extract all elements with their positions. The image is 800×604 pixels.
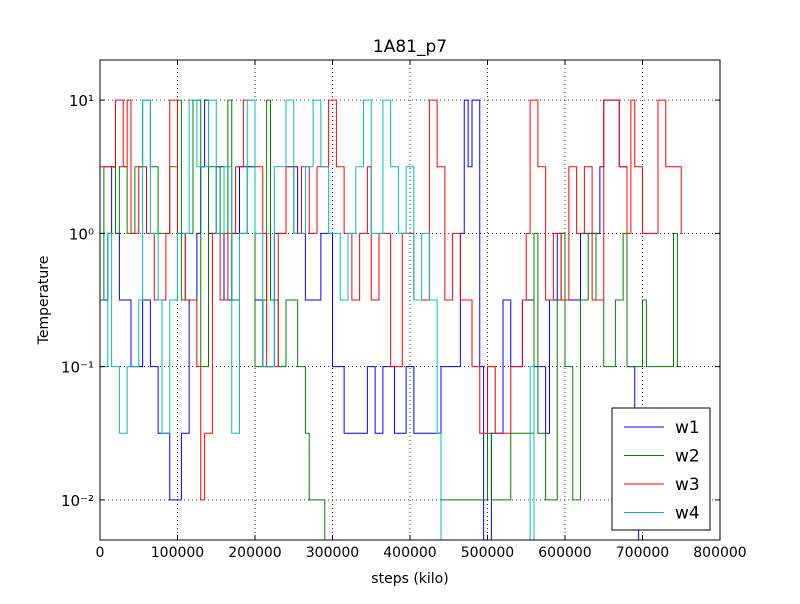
- legend-label: w4: [675, 504, 700, 524]
- y-tick-label: 10¹: [69, 92, 94, 110]
- x-tick-label: 300000: [306, 545, 359, 561]
- x-tick-label: 200000: [228, 545, 281, 561]
- x-tick-label: 400000: [383, 545, 436, 561]
- series-line: [100, 99, 535, 540]
- x-axis-label: steps (kilo): [371, 571, 448, 587]
- y-axis-label: Temperature: [36, 256, 52, 346]
- legend-box: [611, 407, 711, 531]
- legend-label: w3: [675, 475, 700, 495]
- legend-label: w1: [675, 418, 700, 438]
- x-tick-label: 600000: [538, 545, 591, 561]
- x-tick-label: 100000: [151, 545, 204, 561]
- x-tick-label: 500000: [461, 545, 514, 561]
- series-line: [100, 99, 640, 540]
- plot-area: [100, 99, 683, 540]
- legend: w1 w2 w3 w4: [611, 407, 711, 531]
- x-tick-label: 800000: [693, 545, 746, 561]
- x-tick-label: 700000: [616, 545, 669, 561]
- legend-label: w2: [675, 447, 700, 467]
- ticks: 0 100000 200000 300000 400000 500000 600000 700…: [61, 60, 747, 561]
- chart-title: 1A81_p7: [373, 37, 447, 57]
- x-tick-label: 0: [96, 545, 105, 561]
- y-tick-label: 10⁻¹: [61, 359, 94, 377]
- y-tick-label: 10⁰: [69, 225, 94, 243]
- y-tick-label: 10⁻²: [61, 492, 94, 510]
